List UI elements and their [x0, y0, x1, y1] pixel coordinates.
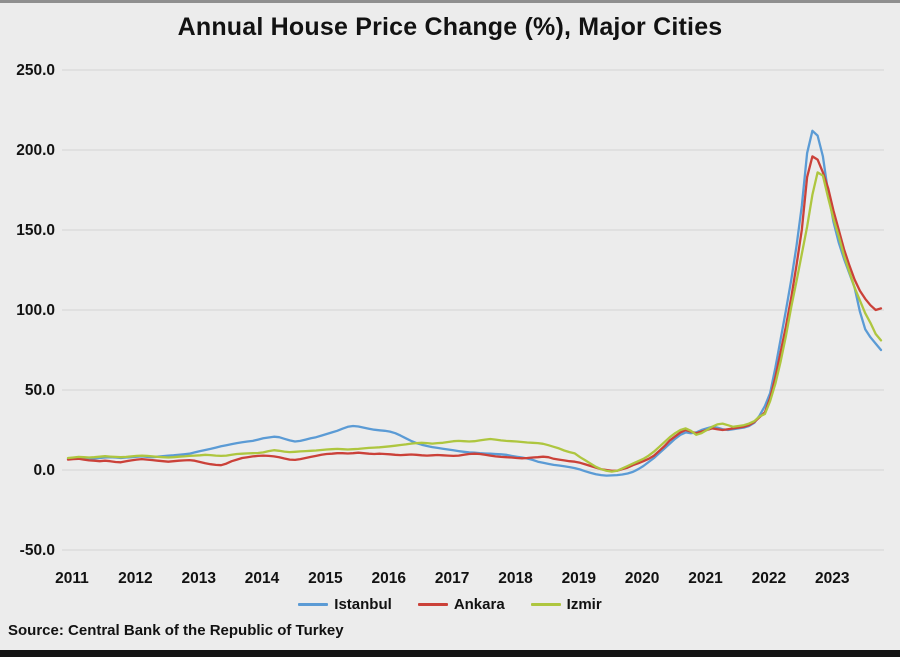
x-tick-label: 2023	[815, 570, 850, 587]
chart-title: Annual House Price Change (%), Major Cit…	[177, 13, 723, 41]
x-tick-label: 2019	[562, 570, 597, 587]
x-tick-label: 2017	[435, 570, 469, 587]
legend-item-istanbul: Istanbul	[298, 596, 392, 613]
x-tick-label: 2020	[625, 570, 659, 587]
x-tick-label: 2011	[55, 570, 89, 587]
y-tick-label: 200.0	[16, 142, 55, 159]
legend-label-ankara: Ankara	[453, 595, 505, 613]
y-tick-label: 250.0	[16, 62, 55, 79]
x-tick-label: 2016	[372, 570, 407, 587]
chart-legend: Istanbul Ankara Izmir	[0, 593, 900, 615]
legend-item-izmir: Izmir	[530, 595, 602, 613]
x-tick-label: 2012	[118, 570, 152, 587]
series-line-istanbul	[66, 129, 883, 477]
y-tick-label: 50.0	[25, 382, 55, 399]
series-line-izmir	[66, 171, 883, 473]
x-tick-label: 2013	[181, 570, 216, 587]
legend-label-istanbul: Istanbul	[334, 595, 392, 613]
x-tick-label: 2015	[308, 570, 343, 587]
istanbul-line-swatch	[298, 602, 329, 606]
x-tick-label: 2014	[245, 570, 280, 587]
top-border-bar	[0, 0, 900, 3]
x-tick-label: 2021	[688, 570, 723, 587]
bottom-border-bar	[0, 650, 900, 657]
x-tick-label: 2022	[752, 570, 786, 587]
y-tick-label: -50.0	[20, 542, 55, 559]
x-tick-label: 2018	[498, 570, 533, 587]
legend-item-ankara: Ankara	[417, 595, 505, 613]
source-note: Source: Central Bank of the Republic of …	[8, 622, 344, 639]
legend-label-izmir: Izmir	[566, 595, 602, 613]
y-tick-label: 0.0	[33, 462, 55, 479]
ankara-line-swatch	[417, 602, 448, 606]
y-tick-label: 150.0	[16, 222, 55, 239]
izmir-line-swatch	[530, 602, 561, 606]
series-line-ankara	[66, 155, 883, 472]
y-tick-label: 100.0	[16, 302, 55, 319]
